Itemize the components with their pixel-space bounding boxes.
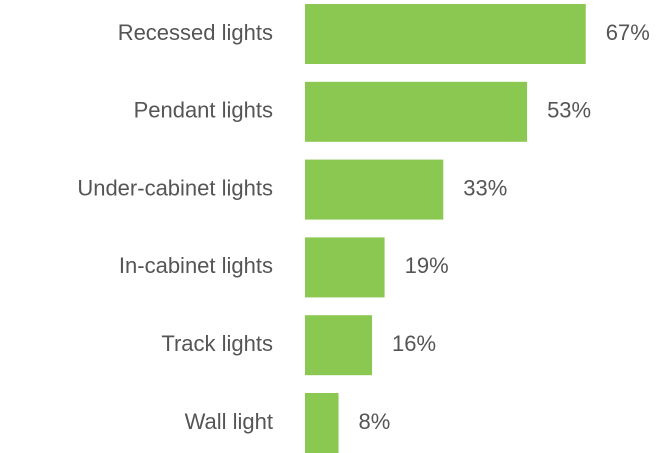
category-label: Recessed lights: [118, 20, 273, 45]
value-label: 8%: [359, 409, 391, 434]
value-label: 33%: [463, 175, 507, 200]
bar: [305, 393, 339, 453]
category-label: In-cabinet lights: [119, 253, 273, 278]
value-label: 16%: [392, 331, 436, 356]
bar: [305, 159, 444, 220]
value-label: 67%: [606, 20, 650, 45]
bar: [305, 315, 373, 376]
bar: [305, 237, 385, 298]
bar: [305, 4, 586, 64]
category-label: Track lights: [161, 331, 273, 356]
value-label: 53%: [547, 98, 591, 123]
bar: [305, 81, 528, 142]
category-label: Pendant lights: [134, 98, 273, 123]
value-label: 19%: [405, 253, 449, 278]
category-label: Under-cabinet lights: [77, 175, 273, 200]
category-label: Wall light: [185, 409, 273, 434]
